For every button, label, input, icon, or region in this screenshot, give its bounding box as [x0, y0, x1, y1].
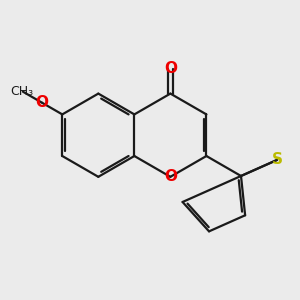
- Text: O: O: [36, 95, 49, 110]
- Text: S: S: [272, 152, 283, 167]
- Text: O: O: [164, 169, 177, 184]
- Text: CH₃: CH₃: [10, 85, 33, 98]
- Text: O: O: [164, 61, 177, 76]
